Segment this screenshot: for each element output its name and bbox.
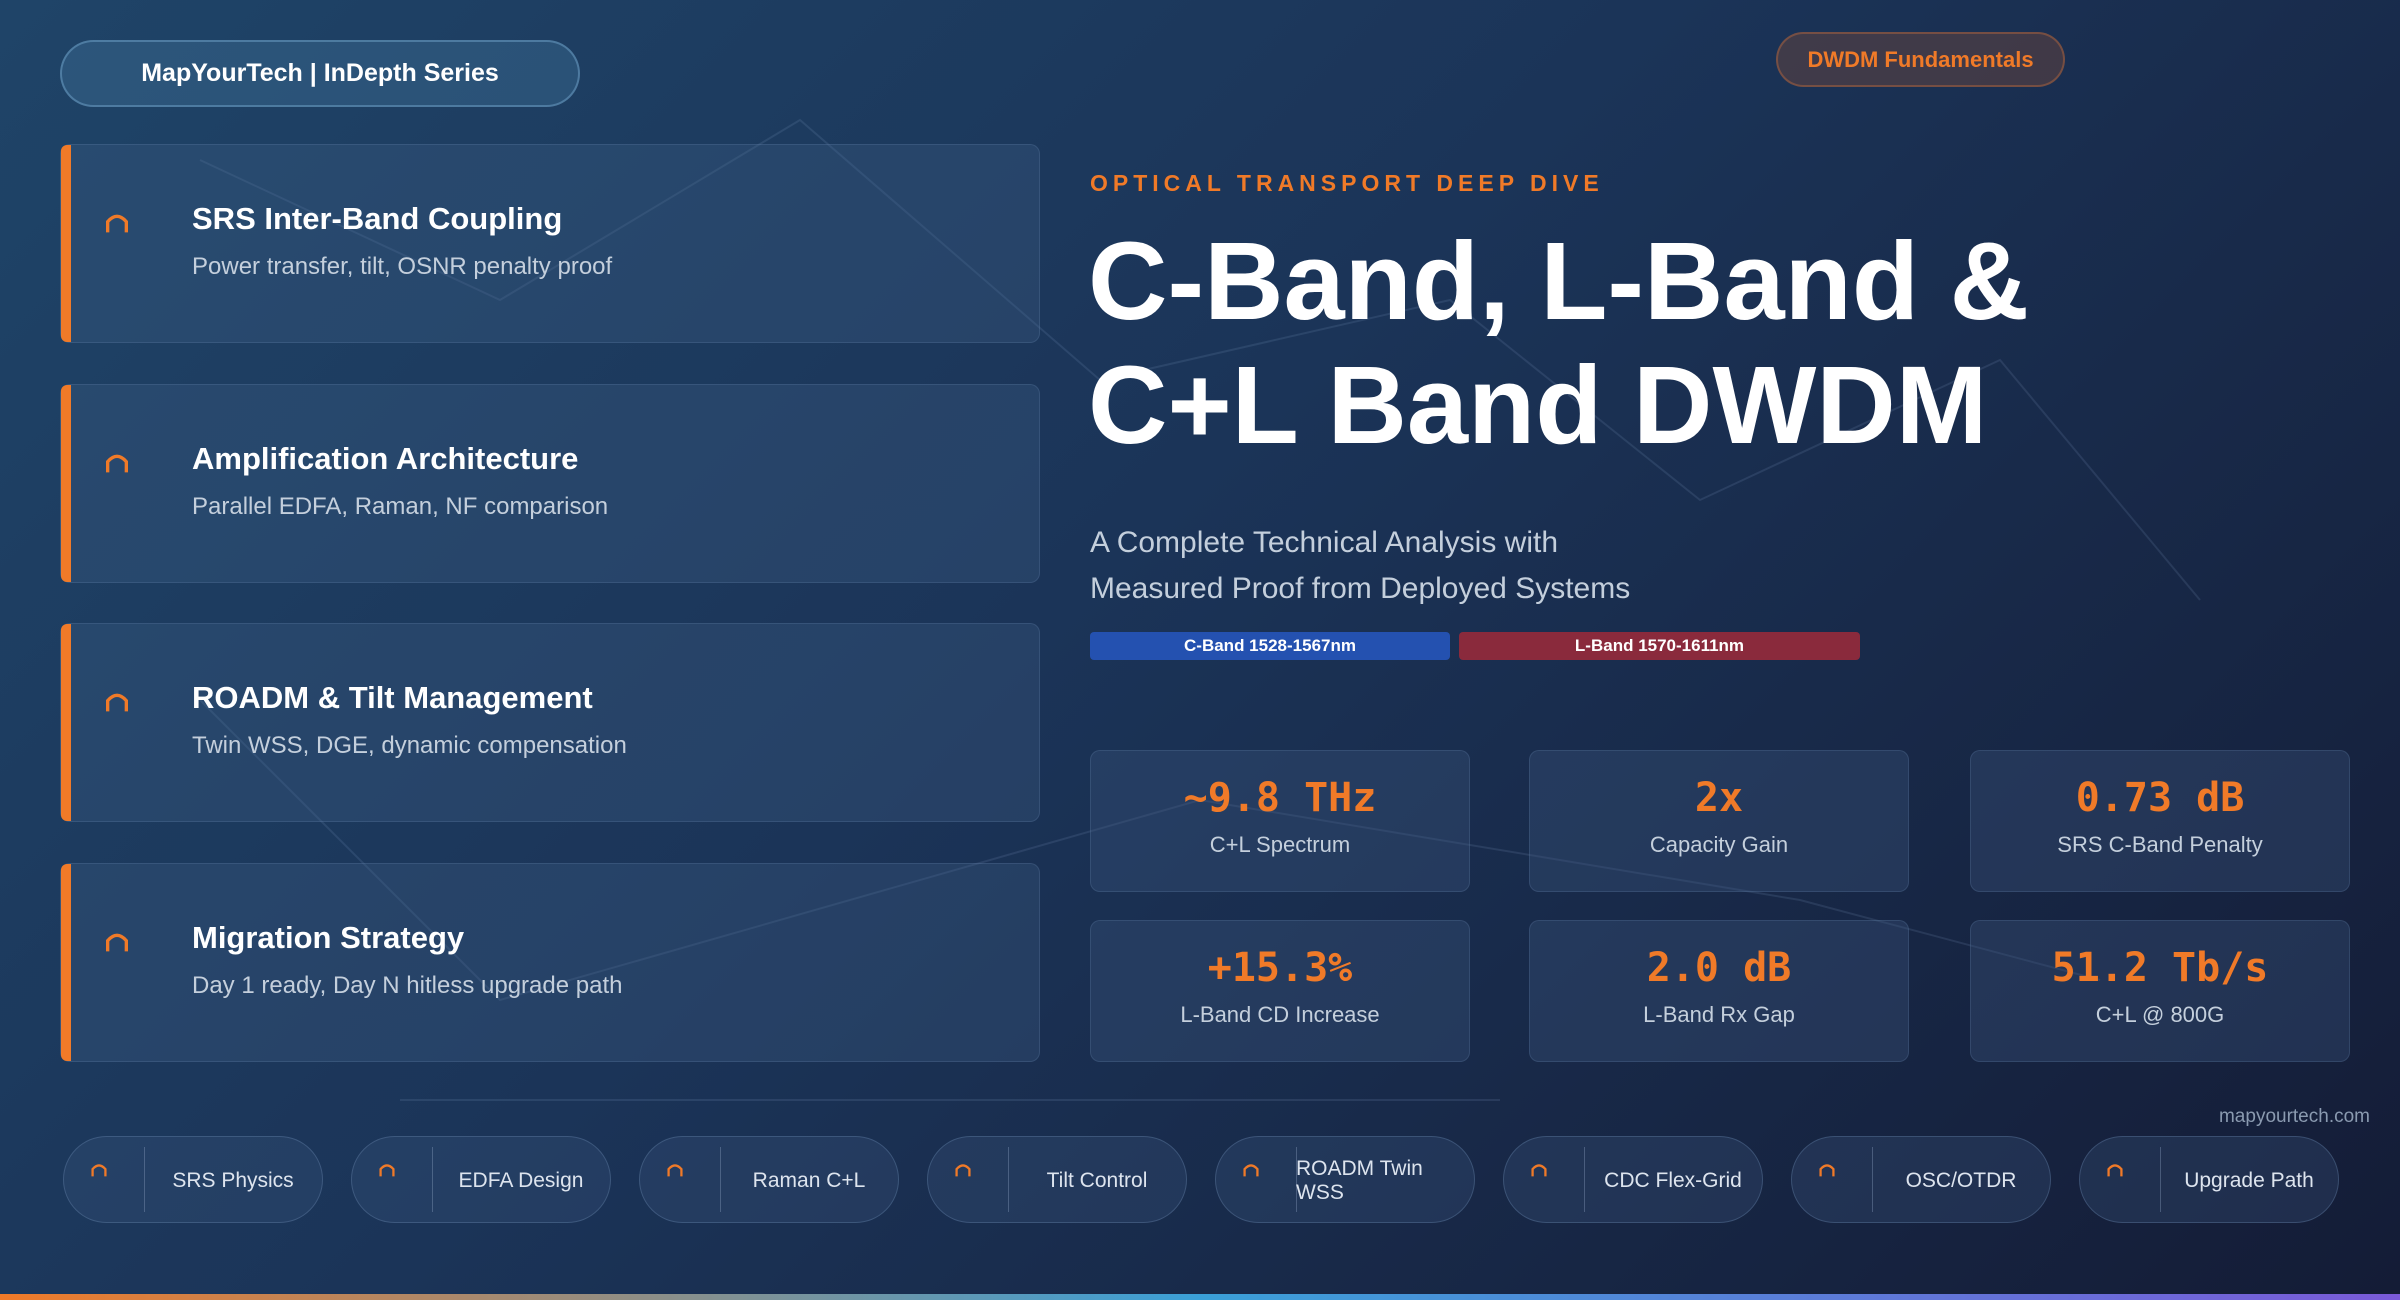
icon (1819, 1164, 1835, 1177)
stat-value: 2x (1694, 775, 1744, 821)
site: mapyourtech.com (2218, 1106, 2370, 1127)
divider (1872, 1147, 1873, 1212)
footer-pill: Tilt Control (927, 1136, 1187, 1223)
eyebrow: OPTICAL TRANSPORT DEEP DIVE (1090, 170, 1604, 196)
icon (379, 1164, 395, 1177)
icon (955, 1164, 971, 1177)
stat-label: C+L @ 800G (2095, 1002, 2225, 1027)
card: ROADM & Tilt Management Twin WSS, DGE, dy… (60, 623, 1040, 822)
footer-pill: CDC Flex-Grid (1503, 1136, 1763, 1223)
card: Amplification Architecture Parallel EDFA,… (60, 384, 1040, 583)
card-subtitle: Twin WSS, DGE, dynamic compensation (192, 732, 627, 759)
tag: DWDM Fundamentals (1807, 46, 2034, 72)
pill-label: Tilt Control (1046, 1168, 1148, 1192)
stat-card: 2.0 dB L-Band Rx Gap (1529, 920, 1909, 1062)
icon (1531, 1164, 1547, 1177)
tag-pill: DWDM Fundamentals (1776, 32, 2065, 87)
icon (1243, 1164, 1259, 1177)
icon (106, 454, 128, 473)
card-title: SRS Inter-Band Coupling (192, 201, 563, 236)
accent-bar (61, 385, 71, 582)
icon (2107, 1164, 2123, 1177)
bottom-bar (0, 1294, 2400, 1300)
icon (91, 1164, 107, 1177)
accent-bar (61, 624, 71, 821)
card: Migration Strategy Day 1 ready, Day N hit… (60, 863, 1040, 1062)
pill-label: OSC/OTDR (1905, 1168, 2017, 1192)
pill-label: Raman C+L (752, 1168, 866, 1192)
band-label: L-Band 1570-1611nm (1574, 636, 1745, 655)
subtitle-line: A Complete Technical Analysis with (1090, 526, 1559, 559)
card-subtitle: Parallel EDFA, Raman, NF comparison (192, 493, 609, 520)
accent-bar (61, 864, 71, 1061)
stat-card: +15.3% L-Band CD Increase (1090, 920, 1470, 1062)
card-title: Migration Strategy (192, 920, 465, 955)
stat-label: Capacity Gain (1649, 832, 1789, 857)
stat-label: L-Band Rx Gap (1643, 1002, 1795, 1027)
title-line: C-Band, L-Band & (1088, 220, 2030, 343)
footer-pill: EDFA Design (351, 1136, 611, 1223)
card-subtitle: Power transfer, tilt, OSNR penalty proof (192, 253, 613, 280)
stat-value: 0.73 dB (2075, 775, 2245, 821)
pill-label: ROADM Twin WSS (1296, 1156, 1423, 1204)
stat-card: ~9.8 THz C+L Spectrum (1090, 750, 1470, 892)
footer-pill: OSC/OTDR (1791, 1136, 2051, 1223)
pill-label: SRS Physics (172, 1168, 294, 1192)
stat-value: ~9.8 THz (1183, 775, 1377, 821)
stat-label: L-Band CD Increase (1180, 1002, 1380, 1027)
divider (144, 1147, 145, 1212)
card-title: ROADM & Tilt Management (192, 680, 593, 715)
divider (432, 1147, 433, 1212)
l-band: L-Band 1570-1611nm (1459, 632, 1860, 660)
icon (106, 933, 128, 952)
stat-value: 2.0 dB (1646, 945, 1792, 991)
icon (106, 214, 128, 233)
icon (106, 693, 128, 712)
footer-pill: Upgrade Path (2079, 1136, 2339, 1223)
stat-label: SRS C-Band Penalty (2057, 832, 2263, 857)
band-label: C-Band 1528-1567nm (1184, 636, 1356, 655)
divider (1296, 1147, 1297, 1212)
stat-value: +15.3% (1207, 945, 1353, 991)
brand: MapYourTech | InDepth Series (141, 59, 499, 87)
card-subtitle: Day 1 ready, Day N hitless upgrade path (192, 972, 623, 999)
brand-pill: MapYourTech | InDepth Series (60, 40, 580, 107)
hero-title: C-Band, L-Band & C+L Band DWDM (1088, 220, 2029, 468)
stat-card: 51.2 Tb/s C+L @ 800G (1970, 920, 2350, 1062)
c-band: C-Band 1528-1567nm (1090, 632, 1450, 660)
divider (2160, 1147, 2161, 1212)
footer-pill: Raman C+L (639, 1136, 899, 1223)
card-title: Amplification Architecture (192, 441, 579, 476)
hero-subtitle: A Complete Technical Analysis with Measu… (1090, 520, 1630, 612)
pill-label: Upgrade Path (2184, 1168, 2314, 1192)
title-line: C+L Band DWDM (1088, 344, 1988, 467)
stat-card: 2x Capacity Gain (1529, 750, 1909, 892)
stat-card: 0.73 dB SRS C-Band Penalty (1970, 750, 2350, 892)
footer-pill: SRS Physics (63, 1136, 323, 1223)
divider (720, 1147, 721, 1212)
pill-label: EDFA Design (458, 1168, 584, 1192)
accent-bar (61, 145, 71, 342)
footer-pill: ROADM Twin WSS (1215, 1136, 1475, 1223)
card: SRS Inter-Band Coupling Power transfer, t… (60, 144, 1040, 343)
subtitle-line: Measured Proof from Deployed Systems (1090, 572, 1631, 605)
stat-label: C+L Spectrum (1209, 832, 1351, 857)
pill-label: CDC Flex-Grid (1604, 1168, 1742, 1192)
icon (667, 1164, 683, 1177)
divider (1584, 1147, 1585, 1212)
stat-value: 51.2 Tb/s (2051, 945, 2269, 991)
divider (1008, 1147, 1009, 1212)
